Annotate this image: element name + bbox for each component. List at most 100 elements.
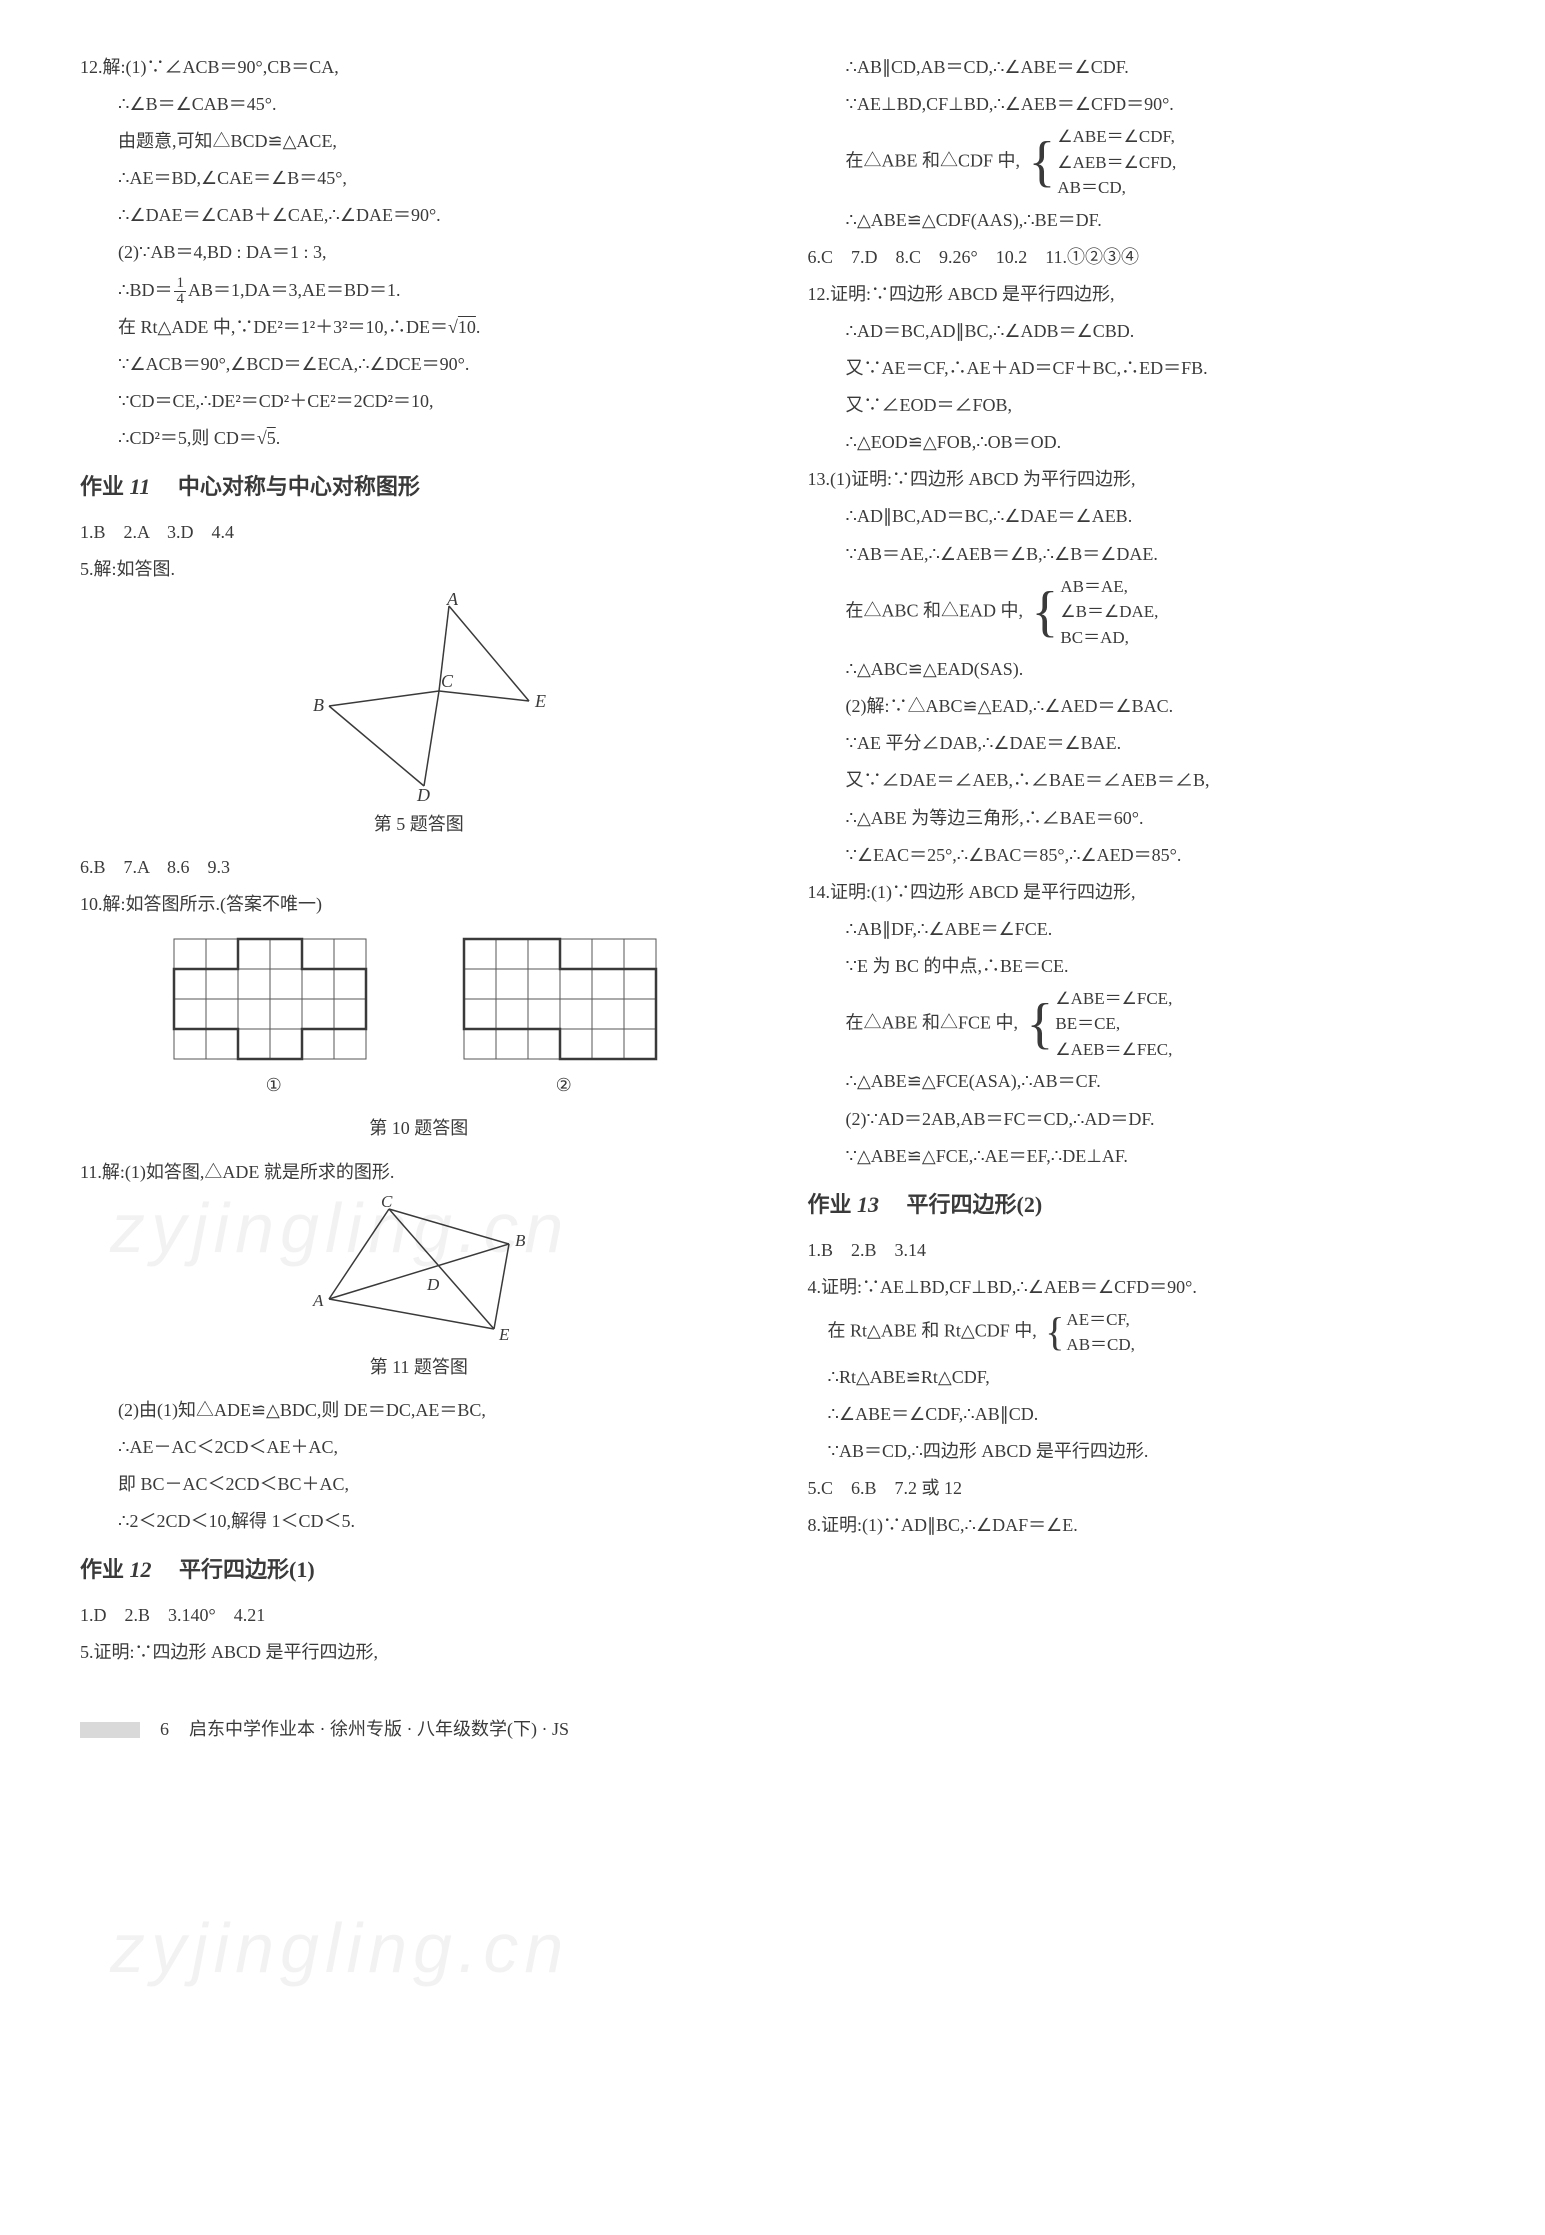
text-line: ∵∠EAC＝25°,∴∠BAC＝85°,∴∠AED＝85°.	[808, 838, 1486, 873]
text-line: ∴BD＝14AB＝1,DA＝3,AE＝BD＝1.	[80, 273, 758, 308]
sqrt-radicand: 5	[267, 428, 276, 448]
hw-name: 中心对称与中心对称图形	[178, 474, 420, 499]
text-line: ∴AB∥CD,AB＝CD,∴∠ABE＝∠CDF.	[808, 50, 1486, 85]
text-line: ∴△ABE 为等边三角形,∴∠BAE＝60°.	[808, 801, 1486, 836]
text-line: ∴△ABC≌△EAD(SAS).	[808, 652, 1486, 687]
vertex-label: D	[416, 785, 430, 801]
hw-number: 11	[130, 474, 151, 499]
brace-line: ∠ABE＝∠FCE,	[1055, 986, 1172, 1012]
text-span: .	[476, 317, 481, 337]
hw-prefix: 作业	[80, 1557, 124, 1582]
left-brace-icon: {	[1045, 1314, 1064, 1350]
vertex-label: B	[515, 1231, 526, 1250]
brace-line: AB＝CD,	[1066, 1332, 1134, 1358]
fraction: 14	[174, 276, 186, 307]
grid-figure-2: ②	[459, 930, 669, 1103]
two-column-layout: 12.解:(1)∵∠ACB＝90°,CB＝CA, ∴∠B＝∠CAB＝45°. 由…	[80, 50, 1485, 1672]
brace-group: { AE＝CF, AB＝CD,	[1041, 1307, 1135, 1358]
text-span: 在△ABE 和△CDF 中,	[846, 151, 1021, 171]
figure-10-row: ① ②	[80, 930, 758, 1103]
figure-label: ①	[169, 1068, 379, 1103]
text-line: ∴∠DAE＝∠CAB＋∠CAE,∴∠DAE＝90°.	[80, 198, 758, 233]
text-line: 由题意,可知△BCD≌△ACE,	[80, 124, 758, 159]
vertex-label: D	[426, 1275, 440, 1294]
hw-name: 平行四边形(2)	[907, 1192, 1043, 1217]
sqrt-radicand: 10	[458, 317, 476, 337]
figure-11: A B C D E	[80, 1194, 758, 1344]
answer-line: 1.B 2.A 3.D 4.4	[80, 515, 758, 550]
homework-title: 作业 12 平行四边形(1)	[80, 1549, 758, 1592]
brace-line: ∠AEB＝∠FEC,	[1055, 1037, 1172, 1063]
text-line: ∴Rt△ABE≌Rt△CDF,	[808, 1360, 1486, 1395]
text-span: 在 Rt△ABE 和 Rt△CDF 中,	[828, 1320, 1037, 1340]
text-line: 在 Rt△ABE 和 Rt△CDF 中, { AE＝CF, AB＝CD,	[808, 1307, 1486, 1358]
text-line: (2)由(1)知△ADE≌△BDC,则 DE＝DC,AE＝BC,	[80, 1393, 758, 1428]
text-span: 在△ABE 和△FCE 中,	[846, 1012, 1019, 1032]
text-line: 12.证明:∵四边形 ABCD 是平行四边形,	[808, 277, 1486, 312]
text-line: 5.解:如答图.	[80, 552, 758, 587]
text-span: ∴CD²＝5,则 CD＝	[118, 428, 257, 448]
text-line: 8.证明:(1)∵AD∥BC,∴∠DAF＝∠E.	[808, 1508, 1486, 1543]
hw-number: 13	[857, 1192, 879, 1217]
text-line: ∵AE 平分∠DAB,∴∠DAE＝∠BAE.	[808, 726, 1486, 761]
text-line: 14.证明:(1)∵四边形 ABCD 是平行四边形,	[808, 875, 1486, 910]
footer-title: 启东中学作业本 · 徐州专版 · 八年级数学(下) · JS	[189, 1712, 569, 1747]
brace-line: BC＝AD,	[1060, 625, 1158, 651]
text-line: ∴AE－AC＜2CD＜AE＋AC,	[80, 1430, 758, 1465]
vertex-label: B	[313, 695, 324, 715]
text-line: 10.解:如答图所示.(答案不唯一)	[80, 887, 758, 922]
text-line: 13.(1)证明:∵四边形 ABCD 为平行四边形,	[808, 462, 1486, 497]
brace-line: ∠ABE＝∠CDF,	[1057, 124, 1176, 150]
text-line: ∴AD∥BC,AD＝BC,∴∠DAE＝∠AEB.	[808, 499, 1486, 534]
figure-caption: 第 5 题答图	[80, 807, 758, 842]
text-line: 在 Rt△ADE 中,∵DE²＝1²＋3²＝10,∴DE＝√10.	[80, 310, 758, 345]
text-line: 在△ABC 和△EAD 中, { AB＝AE, ∠B＝∠DAE, BC＝AD,	[808, 574, 1486, 651]
vertex-label: A	[446, 591, 459, 609]
brace-group: { ∠ABE＝∠FCE, BE＝CE, ∠AEB＝∠FEC,	[1023, 986, 1173, 1063]
text-line: (2)∵AD＝2AB,AB＝FC＝CD,∴AD＝DF.	[808, 1102, 1486, 1137]
text-span: 在 Rt△ADE 中,∵DE²＝1²＋3²＝10,∴DE＝	[118, 317, 448, 337]
left-brace-icon: {	[1032, 587, 1059, 637]
vertex-label: E	[498, 1325, 510, 1344]
left-brace-icon: {	[1029, 137, 1056, 187]
watermark: zyjingling.cn	[110, 1880, 569, 2017]
hw-name: 平行四边形(1)	[179, 1557, 315, 1582]
text-line: ∴AE＝BD,∠CAE＝∠B＝45°,	[80, 161, 758, 196]
text-line: ∴CD²＝5,则 CD＝√5.	[80, 421, 758, 456]
text-line: ∵CD＝CE,∴DE²＝CD²＋CE²＝2CD²＝10,	[80, 384, 758, 419]
text-line: 11.解:(1)如答图,△ADE 就是所求的图形.	[80, 1155, 758, 1190]
brace-group: { AB＝AE, ∠B＝∠DAE, BC＝AD,	[1028, 574, 1159, 651]
text-span: .	[276, 428, 281, 448]
figure-label: ②	[459, 1068, 669, 1103]
brace-group: { ∠ABE＝∠CDF, ∠AEB＝∠CFD, AB＝CD,	[1025, 124, 1177, 201]
homework-title: 作业 11 中心对称与中心对称图形	[80, 466, 758, 509]
text-span: AB＝1,DA＝3,AE＝BD＝1.	[188, 280, 401, 300]
homework-title: 作业 13 平行四边形(2)	[808, 1184, 1486, 1227]
text-line: ∴△ABE≌△CDF(AAS),∴BE＝DF.	[808, 203, 1486, 238]
vertex-label: C	[381, 1194, 393, 1211]
text-line: 即 BC－AC＜2CD＜BC＋AC,	[80, 1467, 758, 1502]
brace-line: ∠B＝∠DAE,	[1060, 599, 1158, 625]
left-column: 12.解:(1)∵∠ACB＝90°,CB＝CA, ∴∠B＝∠CAB＝45°. 由…	[80, 50, 758, 1672]
text-line: ∵∠ACB＝90°,∠BCD＝∠ECA,∴∠DCE＝90°.	[80, 347, 758, 382]
answer-line: 6.B 7.A 8.6 9.3	[80, 850, 758, 885]
text-span: ∴BD＝	[118, 280, 172, 300]
footer-bar-icon	[80, 1722, 140, 1738]
brace-line: ∠AEB＝∠CFD,	[1057, 150, 1176, 176]
figure-caption: 第 10 题答图	[80, 1111, 758, 1146]
answer-line: 1.B 2.B 3.14	[808, 1233, 1486, 1268]
denominator: 4	[174, 292, 186, 307]
answer-line: 6.C 7.D 8.C 9.26° 10.2 11.①②③④	[808, 240, 1486, 275]
text-line: ∵AE⊥BD,CF⊥BD,∴∠AEB＝∠CFD＝90°.	[808, 87, 1486, 122]
brace-line: AE＝CF,	[1066, 1307, 1134, 1333]
hw-prefix: 作业	[808, 1192, 852, 1217]
page-number: 6	[160, 1712, 169, 1747]
right-column: ∴AB∥CD,AB＝CD,∴∠ABE＝∠CDF. ∵AE⊥BD,CF⊥BD,∴∠…	[808, 50, 1486, 1672]
text-line: ∴∠B＝∠CAB＝45°.	[80, 87, 758, 122]
numerator: 1	[174, 276, 186, 292]
text-line: 4.证明:∵AE⊥BD,CF⊥BD,∴∠AEB＝∠CFD＝90°.	[808, 1270, 1486, 1305]
hw-prefix: 作业	[80, 474, 124, 499]
text-line: 又∵∠DAE＝∠AEB,∴∠BAE＝∠AEB＝∠B,	[808, 763, 1486, 798]
answer-line: 5.C 6.B 7.2 或 12	[808, 1471, 1486, 1506]
figure-caption: 第 11 题答图	[80, 1350, 758, 1385]
